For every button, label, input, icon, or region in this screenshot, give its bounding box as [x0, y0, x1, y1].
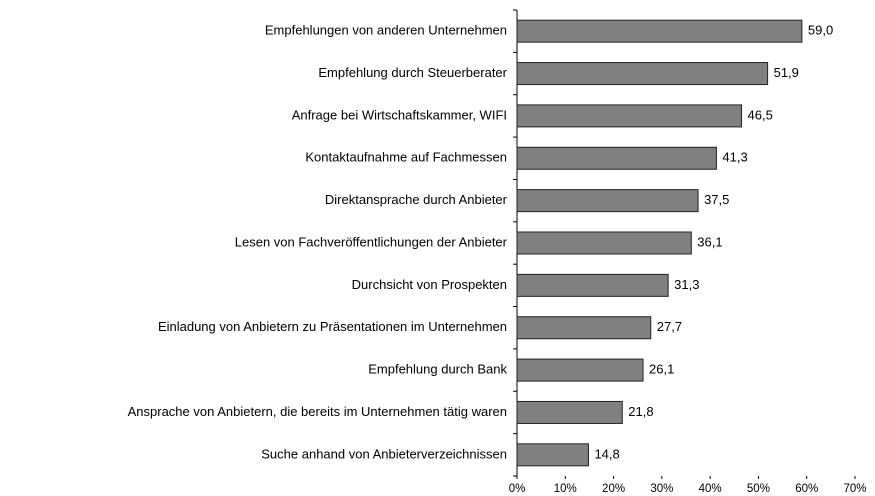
value-label: 31,3 — [674, 277, 699, 292]
x-tick-label: 10% — [554, 483, 577, 495]
x-tick-label: 20% — [602, 483, 625, 495]
category-label: Empfehlung durch Steuerberater — [318, 65, 507, 80]
value-label: 41,3 — [722, 150, 747, 165]
value-label: 21,8 — [628, 404, 653, 419]
bar — [516, 316, 652, 340]
category-label: Kontaktaufnahme auf Fachmessen — [305, 150, 507, 165]
bar — [516, 146, 717, 170]
category-label: Einladung von Anbietern zu Präsentatione… — [158, 319, 507, 334]
category-label: Durchsicht von Prospekten — [352, 277, 507, 292]
bar — [516, 400, 623, 424]
bar — [516, 189, 699, 213]
value-label: 36,1 — [697, 234, 722, 249]
value-label: 37,5 — [704, 192, 729, 207]
value-label: 14,8 — [594, 446, 619, 461]
bar — [516, 273, 669, 297]
value-label: 27,7 — [657, 319, 682, 334]
category-label: Empfehlungen von anderen Unternehmen — [265, 23, 507, 38]
bar — [516, 443, 589, 467]
x-tick-label: 60% — [795, 483, 818, 495]
x-tick-label: 40% — [699, 483, 722, 495]
x-tick-label: 30% — [650, 483, 673, 495]
value-label: 26,1 — [649, 362, 674, 377]
bar — [516, 104, 743, 128]
category-label: Lesen von Fachveröffentlichungen der Anb… — [235, 234, 508, 249]
value-label: 51,9 — [774, 65, 799, 80]
value-label: 59,0 — [808, 23, 833, 38]
category-label: Empfehlung durch Bank — [368, 362, 507, 377]
category-label: Ansprache von Anbietern, die bereits im … — [128, 404, 507, 419]
bar — [516, 19, 803, 43]
category-label: Anfrage bei Wirtschaftskammer, WIFI — [292, 107, 507, 122]
category-label: Suche anhand von Anbieterverzeichnissen — [261, 446, 507, 461]
x-tick-label: 50% — [747, 483, 770, 495]
category-label: Direktansprache durch Anbieter — [325, 192, 508, 207]
x-tick-label: 0% — [509, 483, 526, 495]
bar — [516, 231, 692, 255]
bar — [516, 62, 769, 86]
value-label: 46,5 — [748, 107, 773, 122]
x-tick-label: 70% — [843, 483, 866, 495]
bar — [516, 358, 644, 382]
